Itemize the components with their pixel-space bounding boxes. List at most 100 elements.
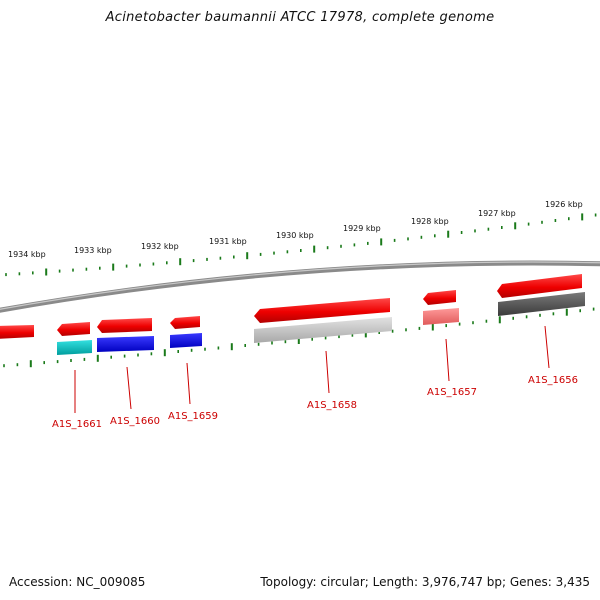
- gene-label-a1s-1659[interactable]: A1S_1659: [168, 411, 218, 422]
- outer-tick-mark: [125, 264, 128, 268]
- outer-tick-mark: [554, 219, 557, 222]
- cds-feature-a1s-1659[interactable]: [170, 316, 200, 329]
- inner-tick-mark: [257, 342, 260, 346]
- inner-tick-mark: [351, 333, 354, 337]
- cds-feature-edge[interactable]: [0, 325, 34, 339]
- kbp-scale-labels: 1934 kbp 1933 kbp 1932 kbp 1931 kbp 1930…: [8, 200, 583, 259]
- outer-tick-ring: [5, 213, 597, 277]
- inner-tick-mark: [364, 330, 367, 338]
- inner-tick-mark: [230, 343, 233, 351]
- kbp-label-1927: 1927 kbp: [478, 209, 516, 218]
- leader-line-a1s-1658: [325, 350, 330, 394]
- outer-tick-mark: [5, 273, 7, 277]
- outer-tick-mark: [407, 237, 409, 241]
- outer-tick-mark: [206, 257, 208, 261]
- inner-tick-mark: [83, 357, 86, 361]
- accession-text: Accession: NC_009085: [9, 575, 146, 589]
- inner-tick-mark: [43, 361, 45, 365]
- category-box-a1s-1660[interactable]: [97, 336, 154, 352]
- genome-summary-text: Topology: circular; Length: 3,976,747 bp…: [260, 575, 590, 589]
- inner-tick-mark: [244, 344, 246, 347]
- outer-tick-mark: [112, 263, 115, 271]
- category-box-a1s-1656[interactable]: [498, 292, 585, 316]
- outer-tick-mark: [380, 238, 383, 246]
- inner-tick-mark: [123, 354, 126, 358]
- inner-tick-mark: [311, 337, 313, 341]
- outer-tick-mark: [219, 256, 222, 260]
- outer-tick-mark: [139, 263, 141, 267]
- outer-tick-mark: [166, 261, 168, 265]
- inner-tick-mark: [378, 331, 380, 334]
- outer-tick-mark: [420, 235, 423, 239]
- outer-tick-mark: [259, 252, 262, 256]
- outer-tick-mark: [85, 267, 88, 271]
- map-title: Acinetobacter baumannii ATCC 17978, comp…: [105, 10, 495, 25]
- outer-tick-mark: [434, 234, 436, 238]
- inner-tick-mark: [150, 352, 153, 356]
- outer-tick-mark: [353, 243, 356, 247]
- outer-tick-mark: [179, 258, 182, 266]
- category-box-a1s-1659[interactable]: [170, 333, 202, 348]
- kbp-label-1928: 1928 kbp: [411, 217, 449, 226]
- inner-tick-mark: [163, 349, 166, 357]
- gene-label-a1s-1658[interactable]: A1S_1658: [307, 400, 357, 411]
- outer-tick-mark: [527, 222, 530, 226]
- outer-tick-mark: [152, 262, 155, 266]
- category-box-a1s-1657[interactable]: [423, 308, 459, 325]
- outer-tick-mark: [45, 268, 48, 276]
- inner-tick-mark: [217, 346, 220, 350]
- inner-tick-mark: [431, 323, 434, 331]
- category-features: [57, 292, 585, 355]
- outer-tick-mark: [32, 271, 34, 275]
- inner-tick-mark: [3, 364, 5, 368]
- inner-tick-mark: [297, 337, 300, 344]
- kbp-label-1929: 1929 kbp: [343, 224, 381, 233]
- inner-tick-mark: [96, 354, 99, 362]
- inner-tick-mark: [498, 316, 501, 324]
- outer-tick-mark: [514, 222, 517, 230]
- outer-tick-mark: [300, 249, 302, 252]
- cds-feature-a1s-1657[interactable]: [423, 290, 456, 305]
- category-box-a1s-1658[interactable]: [254, 317, 392, 343]
- kbp-label-1930: 1930 kbp: [276, 231, 314, 240]
- gene-label-leaders: [74, 325, 550, 413]
- outer-tick-mark: [286, 250, 289, 254]
- inner-tick-mark: [16, 363, 19, 367]
- inner-tick-mark: [70, 359, 72, 362]
- kbp-label-1933: 1933 kbp: [74, 246, 112, 255]
- inner-tick-mark: [190, 348, 193, 352]
- outer-tick-mark: [568, 217, 570, 221]
- kbp-label-1932: 1932 kbp: [141, 242, 179, 251]
- gene-labels: A1S_1661 A1S_1660 A1S_1659 A1S_1658 A1S_…: [52, 375, 578, 430]
- gene-label-a1s-1660[interactable]: A1S_1660: [110, 416, 160, 427]
- inner-tick-mark: [592, 307, 595, 311]
- gene-label-a1s-1656[interactable]: A1S_1656: [528, 375, 578, 386]
- inner-tick-mark: [56, 360, 59, 364]
- inner-tick-mark: [29, 360, 32, 368]
- inner-tick-mark: [552, 312, 555, 316]
- outer-tick-mark: [541, 220, 543, 224]
- gene-label-a1s-1657[interactable]: A1S_1657: [427, 387, 477, 398]
- outer-tick-mark: [460, 231, 463, 234]
- inner-tick-mark: [204, 347, 206, 351]
- inner-tick-mark: [391, 329, 394, 333]
- inner-tick-mark: [284, 340, 287, 344]
- outer-tick-mark: [487, 227, 490, 231]
- genome-backbone: [0, 260, 600, 313]
- forward-strand-features: [0, 274, 582, 339]
- outer-tick-mark: [393, 238, 396, 242]
- inner-tick-mark: [110, 355, 112, 359]
- inner-tick-mark: [338, 335, 340, 339]
- cds-feature-a1s-1658[interactable]: [254, 298, 390, 323]
- outer-tick-mark: [581, 213, 584, 221]
- inner-tick-mark: [177, 350, 179, 353]
- cds-feature-a1s-1660[interactable]: [97, 318, 152, 333]
- category-box-a1s-1661[interactable]: [57, 340, 92, 355]
- inner-tick-mark: [445, 324, 447, 328]
- inner-tick-mark: [579, 309, 581, 313]
- inner-tick-mark: [472, 321, 474, 325]
- cds-feature-a1s-1661[interactable]: [57, 322, 90, 336]
- gene-label-a1s-1661[interactable]: A1S_1661: [52, 419, 102, 430]
- cds-feature-a1s-1656[interactable]: [497, 274, 582, 298]
